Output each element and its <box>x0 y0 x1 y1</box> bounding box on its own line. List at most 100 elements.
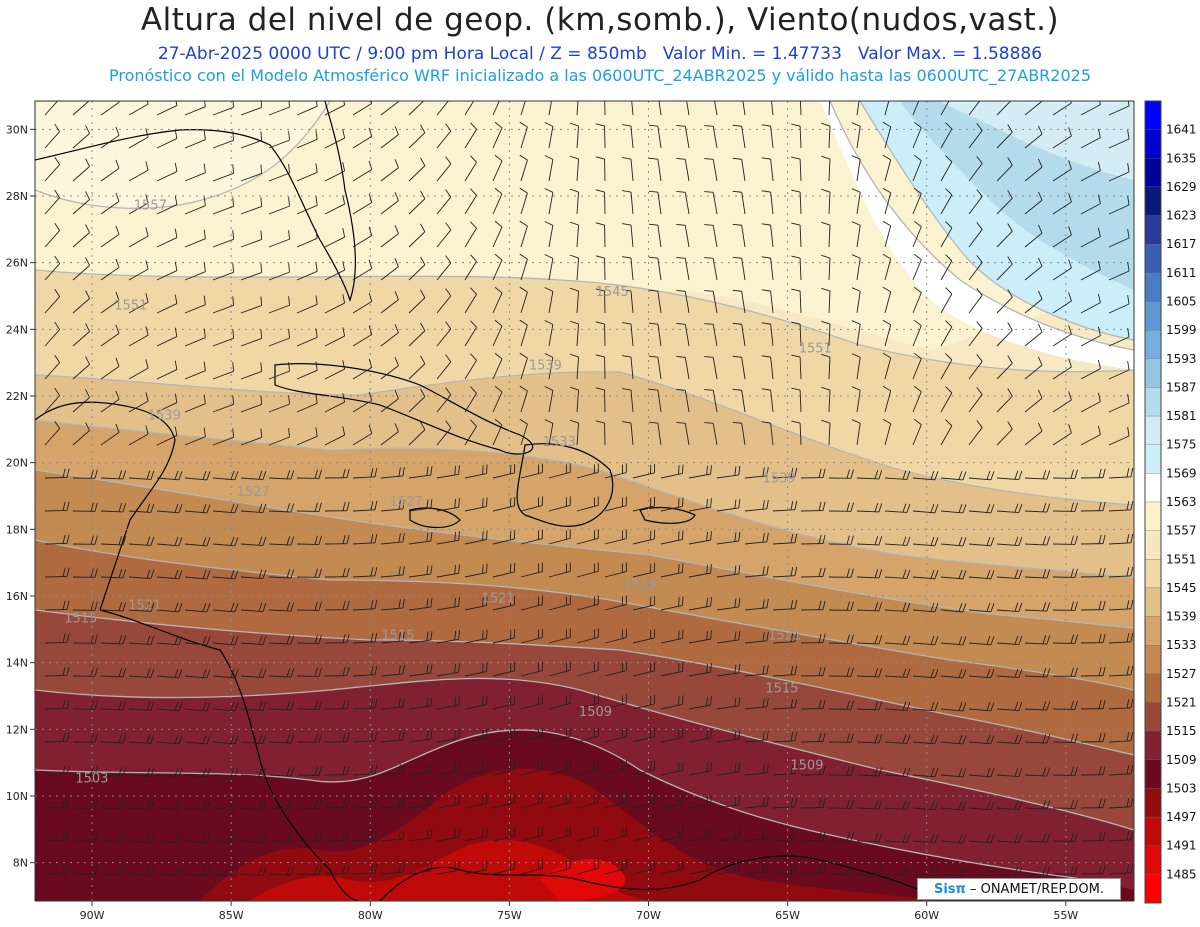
map-body: 1557 1551 1545 1539 1533 1539 1527 1527 1551 1539… <box>35 101 1134 901</box>
wind-barb <box>856 800 883 810</box>
wind-barb <box>268 503 295 513</box>
wind-barb <box>548 661 571 677</box>
wind-barb <box>492 793 516 809</box>
wind-barb <box>544 122 554 149</box>
wind-barb <box>548 463 571 479</box>
wind-barb <box>324 101 346 116</box>
wind-barb <box>520 496 543 512</box>
wind-barb <box>184 569 211 580</box>
lat-label: 18N <box>6 523 28 536</box>
wind-barb <box>996 256 1013 281</box>
wind-barb <box>1024 569 1051 579</box>
wind-barb <box>996 388 1013 413</box>
wind-barb <box>492 352 503 380</box>
wind-barb <box>912 187 922 215</box>
wind-barb <box>184 470 211 481</box>
wind-barb <box>1108 262 1130 281</box>
wind-barb <box>184 328 206 347</box>
wind-barb <box>1108 196 1130 215</box>
colorbar-swatch <box>1144 501 1162 531</box>
wind-barb <box>595 255 606 281</box>
colorbar-label: 1569 <box>1166 466 1197 480</box>
wind-barb <box>464 287 477 314</box>
wind-barb <box>520 826 543 842</box>
wind-barb <box>324 195 346 215</box>
lat-label: 28N <box>6 190 28 203</box>
wind-barb <box>380 500 405 512</box>
wind-barb <box>648 157 662 182</box>
wind-barb <box>212 569 239 580</box>
colorbar-swatch <box>1144 129 1162 159</box>
colorbar-swatch <box>1144 730 1162 760</box>
wind-barb <box>828 766 854 776</box>
wind-barb <box>268 164 290 182</box>
wind-barb <box>882 286 892 314</box>
wind-barb <box>380 258 399 281</box>
wind-barb <box>648 355 662 380</box>
wind-barb <box>660 596 684 611</box>
wind-barb <box>660 497 684 512</box>
wind-barb <box>548 101 552 116</box>
wind-barb <box>882 352 892 380</box>
graticule <box>35 101 1134 901</box>
wind-barb <box>156 195 178 215</box>
wind-barb <box>968 255 983 281</box>
wind-barb <box>882 220 892 248</box>
wind-barb <box>296 568 322 578</box>
wind-barb <box>352 160 373 182</box>
wind-barb <box>324 831 350 842</box>
wind-barb <box>1080 359 1101 380</box>
wind-barb <box>704 158 718 182</box>
contour-label: 1521 <box>128 598 161 613</box>
wind-barb <box>800 567 826 578</box>
wind-barb <box>408 322 426 347</box>
wind-barb <box>352 193 373 215</box>
lat-label: 8N <box>13 857 28 870</box>
wind-barb <box>688 498 712 512</box>
wind-barb <box>519 418 528 446</box>
wind-barb <box>648 322 662 347</box>
wind-barb <box>544 155 554 182</box>
wind-barb <box>296 295 318 314</box>
wind-barb <box>1108 500 1134 512</box>
wind-barb <box>1080 293 1101 314</box>
wind-barb <box>660 629 684 644</box>
wind-barb <box>1080 765 1106 776</box>
wind-barb <box>940 767 967 778</box>
wind-barb <box>1108 229 1130 248</box>
wind-barb <box>464 254 477 281</box>
wind-barb <box>968 123 983 149</box>
wind-barb <box>408 101 425 116</box>
wind-barb <box>184 800 211 811</box>
wind-barb <box>1024 503 1051 513</box>
wind-barb <box>268 230 290 248</box>
wind-barb <box>912 569 939 580</box>
wind-barb <box>520 595 543 611</box>
wind-barb <box>1080 128 1101 149</box>
wind-barb <box>212 503 239 514</box>
wind-barb <box>464 761 488 776</box>
wind-barb <box>128 194 149 215</box>
wind-barb <box>940 221 953 248</box>
wind-barb <box>996 701 1023 711</box>
wind-barb <box>688 465 712 479</box>
wind-barb <box>821 122 831 149</box>
wind-barb <box>1108 130 1130 149</box>
wind-barb <box>1024 668 1051 678</box>
wind-barb <box>632 595 656 611</box>
wind-barb <box>1052 160 1072 182</box>
wind-barb <box>1052 259 1072 281</box>
wind-barb <box>1052 634 1078 644</box>
wind-barb <box>576 859 599 875</box>
wind-barb <box>595 156 606 182</box>
contour-label: 1509 <box>790 758 823 773</box>
wind-barb <box>676 191 690 215</box>
lat-label: 14N <box>6 657 28 670</box>
wind-barb <box>44 534 70 545</box>
wind-barb <box>128 425 149 446</box>
wind-barb <box>44 732 70 743</box>
wind-barb <box>1052 865 1078 875</box>
wind-barb <box>212 164 235 182</box>
wind-barb <box>761 256 774 281</box>
wind-barb <box>268 362 290 380</box>
